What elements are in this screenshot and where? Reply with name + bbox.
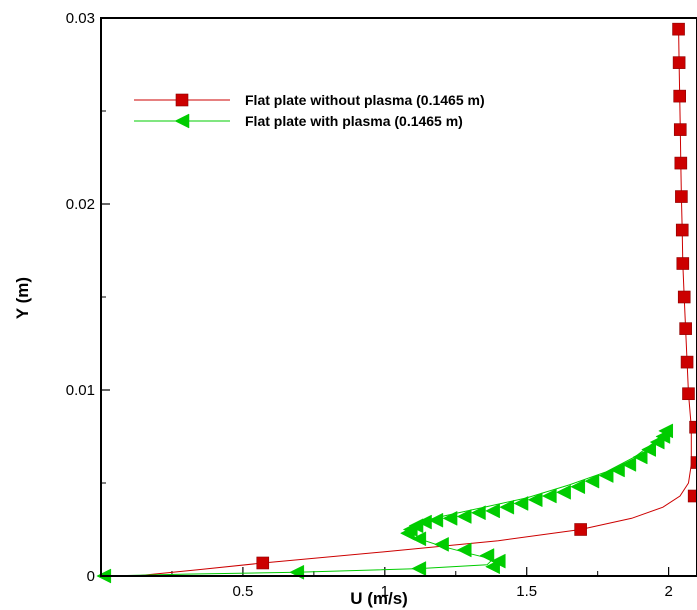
legend: Flat plate without plasma (0.1465 m) Flat… <box>134 92 485 129</box>
data-point <box>470 505 486 521</box>
data-point <box>687 489 697 503</box>
data-point <box>672 56 686 69</box>
data-point <box>256 556 270 570</box>
y-axis-title: Y (m) <box>13 277 32 319</box>
data-point <box>641 442 657 457</box>
legend-label: Flat plate with plasma (0.1465 m) <box>245 113 463 129</box>
data-point <box>570 479 586 495</box>
data-point <box>672 22 685 36</box>
data-point <box>411 531 427 547</box>
data-point <box>411 561 427 576</box>
y-tick-label: 0.01 <box>66 382 95 399</box>
series-line <box>103 430 667 577</box>
x-tick-label: 1 <box>381 583 389 600</box>
data-point <box>574 523 587 536</box>
data-point <box>598 468 614 483</box>
data-point <box>584 473 600 489</box>
legend-marker <box>175 93 189 107</box>
legend-label: Flat plate without plasma (0.1465 m) <box>245 92 485 108</box>
data-point <box>673 123 687 136</box>
data-point <box>690 456 697 469</box>
plot-frame <box>100 17 697 577</box>
data-point <box>675 223 689 237</box>
x-tick-label: 0.5 <box>232 583 253 600</box>
series-2 <box>96 423 674 584</box>
data-point <box>513 496 529 511</box>
y-tick-label: 0.03 <box>66 10 95 27</box>
data-point <box>689 420 697 434</box>
data-point <box>675 190 688 203</box>
data-point <box>527 492 543 508</box>
data-point <box>673 89 686 103</box>
x-axis-title: U (m/s) <box>350 589 408 608</box>
data-point <box>456 509 472 524</box>
data-point <box>479 548 495 563</box>
data-point <box>490 553 506 569</box>
x-tick-label: 1.5 <box>516 583 537 600</box>
data-point <box>676 257 690 270</box>
data-point <box>674 156 688 170</box>
x-tick-label: 2 <box>664 583 672 600</box>
data-point <box>680 355 694 369</box>
legend-marker <box>174 113 190 129</box>
data-point <box>556 484 571 500</box>
data-point <box>632 449 648 465</box>
data-point <box>485 503 500 519</box>
data-point <box>541 488 557 504</box>
data-point <box>416 514 432 530</box>
data-point <box>428 512 444 528</box>
series-1 <box>135 22 697 577</box>
tick-labels: 0.5 1 1.5 2 0 0.01 0.02 0.03 <box>66 10 673 600</box>
data-point <box>677 290 691 304</box>
data-point <box>434 536 449 552</box>
data-point <box>289 564 305 580</box>
data-point <box>609 462 625 478</box>
data-point <box>621 456 637 472</box>
data-point <box>442 510 458 526</box>
data-point <box>499 499 515 515</box>
data-point <box>682 387 695 401</box>
series-layer <box>96 22 697 584</box>
y-tick-label: 0.02 <box>66 196 95 213</box>
data-point <box>456 542 472 558</box>
data-point <box>658 423 674 439</box>
series-line <box>135 29 692 577</box>
y-tick-label: 0 <box>87 568 95 585</box>
data-point <box>679 322 692 335</box>
